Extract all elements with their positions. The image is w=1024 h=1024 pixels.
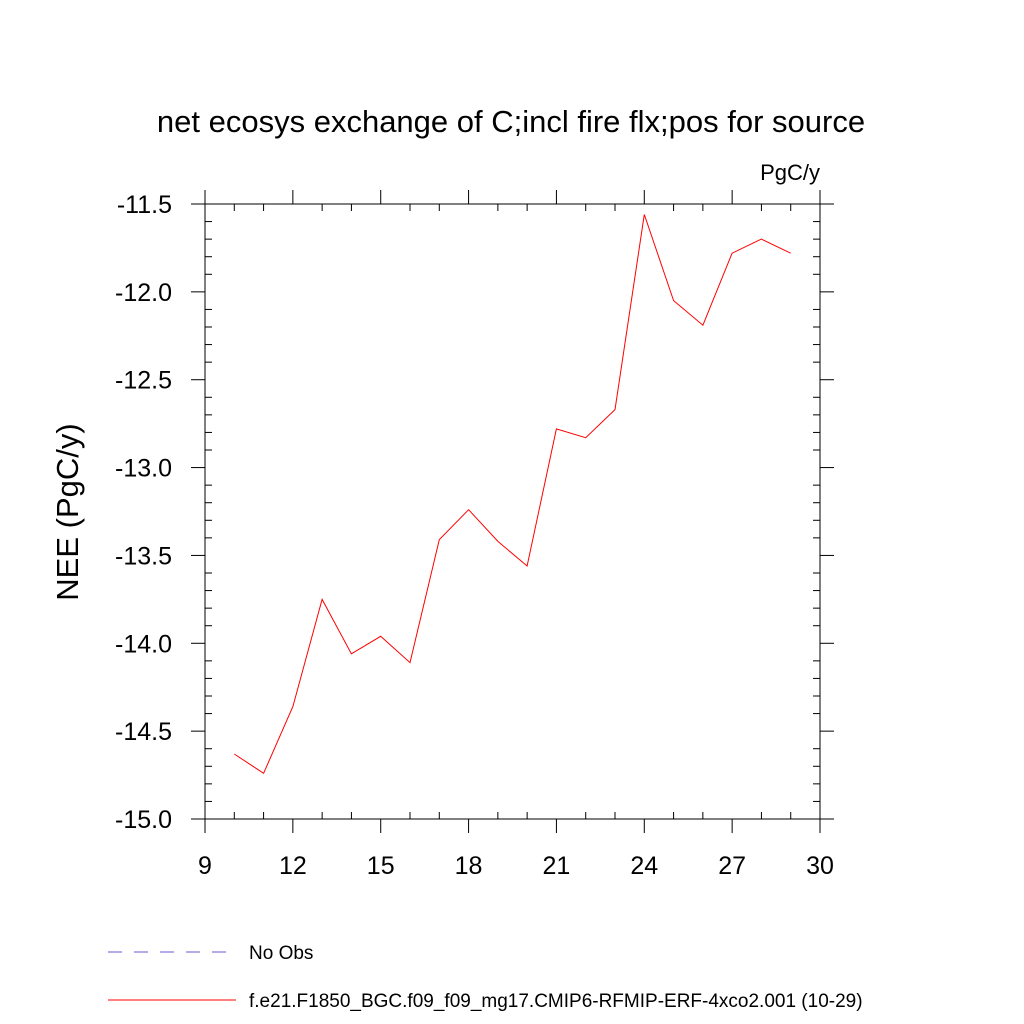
y-tick-label: -14.5 (115, 718, 172, 746)
y-tick-label: -12.0 (115, 279, 172, 307)
legend-label-no-obs: No Obs (249, 943, 313, 964)
axis-ticks: 9 12 15 18 21 24 27 30 -15.0 -14.5 -14.0 -13.5 -13.0… (115, 190, 834, 880)
legend-label-model-run: f.e21.F1850_BGC.f09_f09_mg17.CMIP6-RFMIP… (249, 991, 863, 1012)
x-tick-label: 24 (630, 852, 658, 880)
y-tick-label: -13.0 (115, 455, 172, 483)
y-axis-label: NEE (PgC/y) (50, 423, 85, 600)
y-tick-label: -11.5 (117, 191, 172, 219)
units-label: PgC/y (760, 160, 820, 185)
x-tick-label: 21 (543, 852, 571, 880)
series-line (234, 214, 791, 775)
series-layer (234, 214, 791, 775)
y-tick-label: -12.5 (115, 367, 172, 395)
y-tick-label: -15.0 (115, 806, 172, 834)
y-tick-label: -13.5 (115, 542, 172, 570)
x-tick-label: 12 (279, 852, 307, 880)
x-tick-label: 18 (455, 852, 483, 880)
chart-title: net ecosys exchange of C;incl fire flx;p… (157, 104, 865, 139)
x-tick-label: 30 (806, 852, 834, 880)
legend: No Obs f.e21.F1850_BGC.f09_f09_mg17.CMIP… (108, 943, 863, 1012)
x-tick-label: 15 (367, 852, 395, 880)
plot-frame (204, 203, 821, 820)
x-tick-label: 9 (198, 852, 212, 880)
y-tick-label: -14.0 (115, 630, 172, 658)
x-tick-label: 27 (718, 852, 746, 880)
